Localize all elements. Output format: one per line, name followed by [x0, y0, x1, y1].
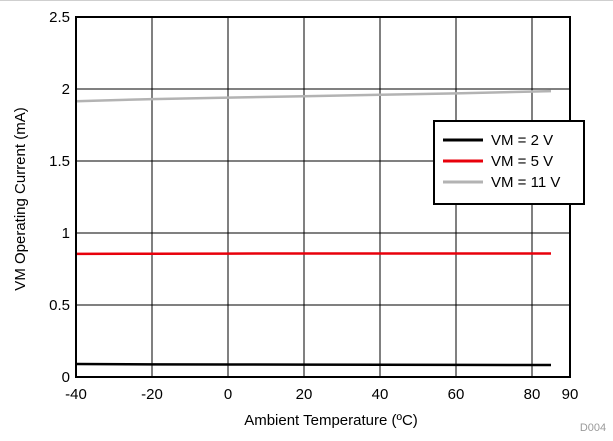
top-divider	[0, 0, 613, 1]
y-tick-label: 0	[62, 369, 70, 386]
x-tick-label: 40	[372, 386, 389, 403]
x-tick-label: -20	[141, 386, 163, 403]
series-line	[76, 364, 551, 365]
x-tick-label: 90	[562, 386, 579, 403]
y-tick-label: 1	[62, 225, 70, 242]
x-tick-label: -40	[65, 386, 87, 403]
figure-id-label: D004	[580, 422, 606, 434]
y-tick-label: 0.5	[49, 297, 70, 314]
y-tick-label: 2	[62, 81, 70, 98]
x-tick-label: 60	[448, 386, 465, 403]
x-tick-label: 80	[524, 386, 541, 403]
y-tick-label: 1.5	[49, 153, 70, 170]
x-axis-label: Ambient Temperature (ºC)	[244, 412, 418, 429]
y-axis-label: VM Operating Current (mA)	[12, 107, 29, 290]
legend-label: VM = 2 V	[491, 132, 553, 149]
legend-label: VM = 11 V	[491, 174, 560, 191]
legend-label: VM = 5 V	[491, 153, 553, 170]
legend: VM = 2 V VM = 5 V VM = 11 V	[434, 121, 584, 204]
x-tick-label: 20	[296, 386, 313, 403]
series-line	[76, 91, 551, 101]
tick-labels: -40 -20 0 20 40 60 80 90 0 0.5 1 1.5 2 2.5	[49, 9, 578, 403]
x-tick-label: 0	[224, 386, 232, 403]
y-tick-label: 2.5	[49, 9, 70, 26]
